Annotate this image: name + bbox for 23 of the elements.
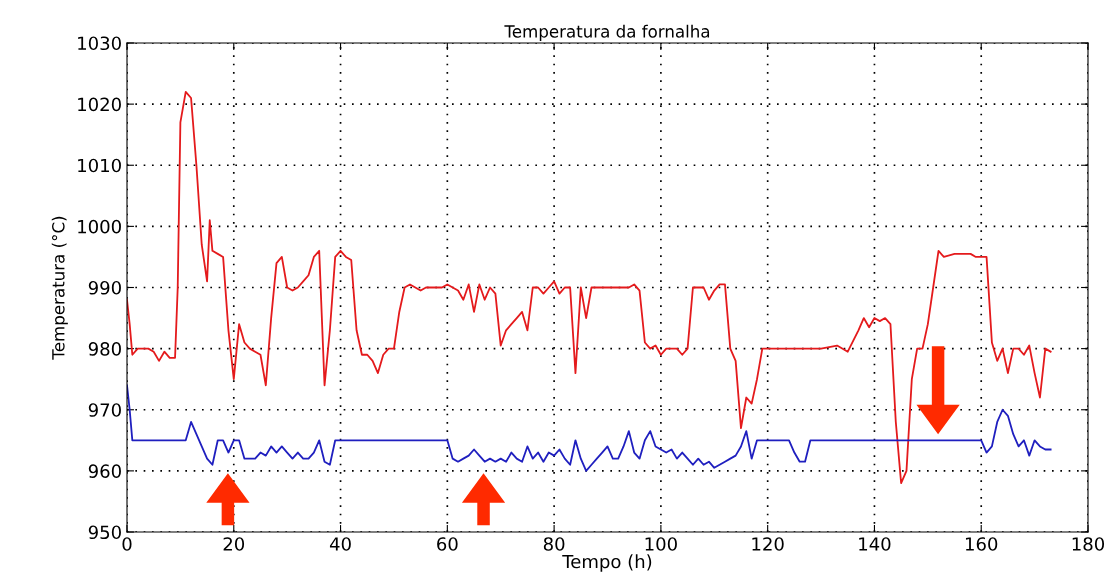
x-tick-label: 140: [859, 537, 891, 551]
x-tick-label: 180: [1072, 537, 1105, 551]
chart-title: Temperatura da fornalha: [504, 24, 710, 41]
y-tick-label: 1010: [78, 158, 121, 173]
y-tick-label: 990: [88, 280, 121, 295]
line-series: [127, 90, 1052, 485]
x-tick-label: 60: [437, 537, 458, 551]
y-tick-label: 1030: [78, 36, 121, 51]
y-tick-label: 1000: [78, 219, 121, 234]
x-tick-label: 120: [752, 537, 784, 551]
y-axis-title: Temperatura (°C): [51, 216, 68, 360]
x-tick-label: 0: [122, 537, 132, 551]
y-tick-label: 980: [88, 342, 121, 356]
x-tick-label: 100: [645, 537, 677, 551]
x-axis-title: Tempo (h): [562, 554, 652, 572]
y-tick-label: 950: [88, 525, 121, 540]
x-tick-label: 40: [329, 537, 351, 551]
x-tick-label: 20: [223, 537, 245, 551]
x-tick-label: 80: [543, 537, 565, 551]
y-tick-label: 1020: [78, 97, 121, 112]
x-tick-label: 160: [965, 537, 998, 551]
y-tick-label: 970: [88, 403, 121, 417]
y-tick-label: 960: [88, 464, 121, 478]
